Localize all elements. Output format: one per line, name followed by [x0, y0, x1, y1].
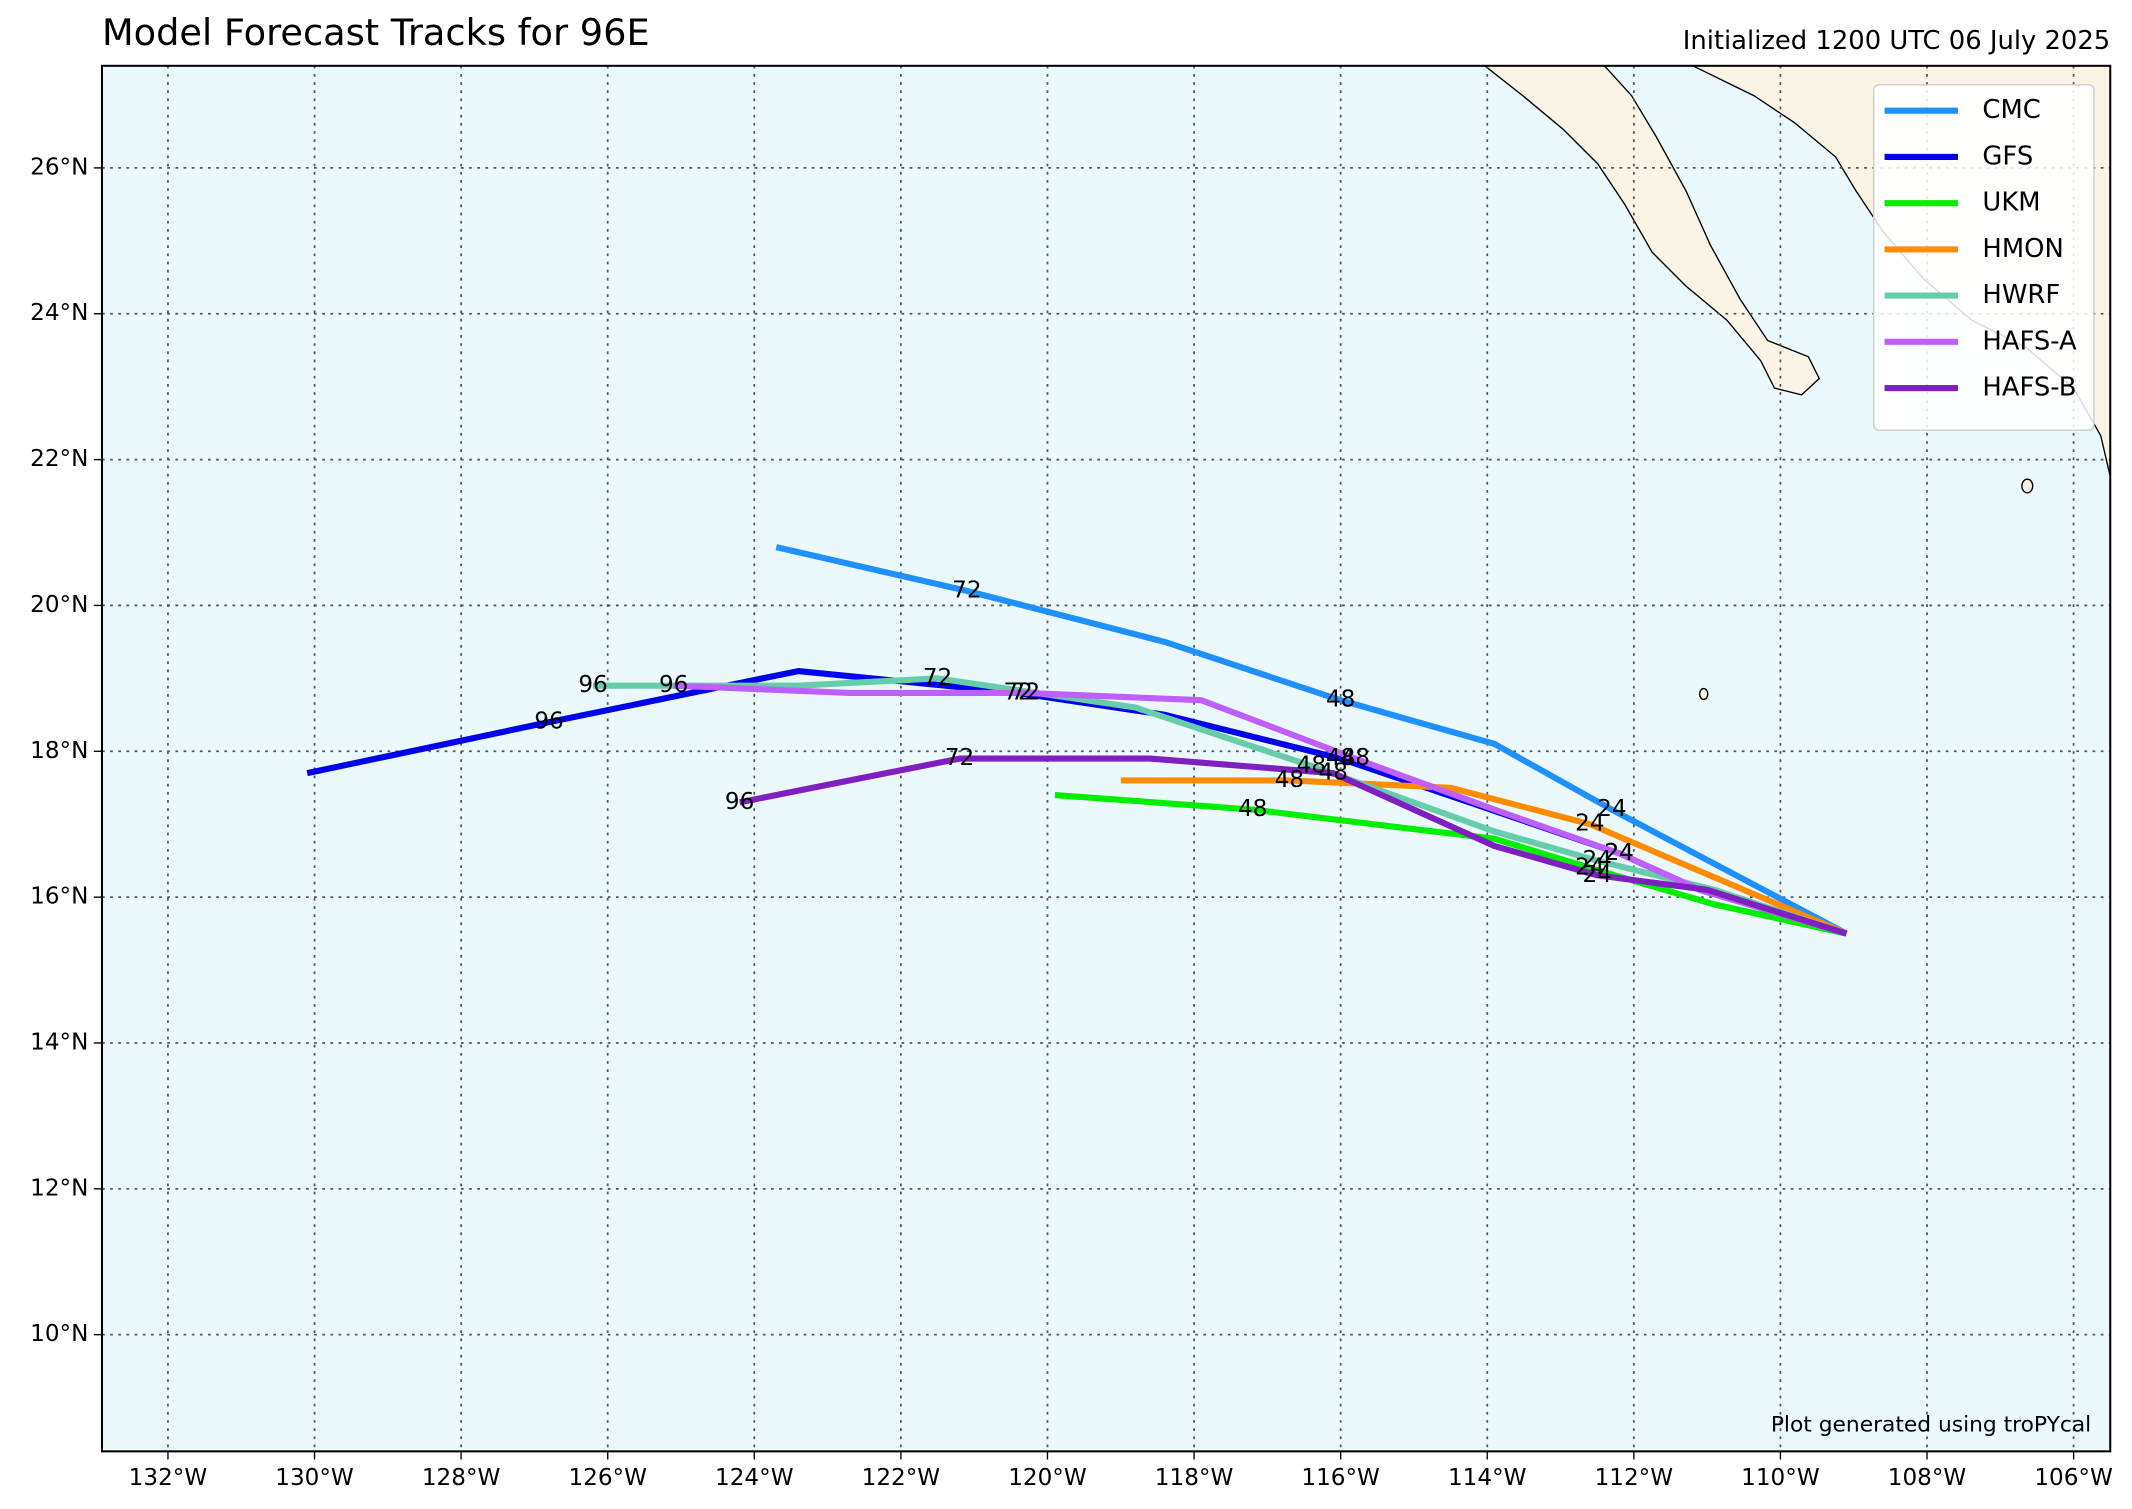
- island: [2021, 478, 2034, 494]
- y-tick-label: 22°N: [30, 446, 88, 472]
- forecast-hour-label: 96: [534, 709, 563, 735]
- y-tick-label: 26°N: [30, 154, 88, 180]
- track-line: [775, 544, 1848, 937]
- legend-label: HWRF: [1982, 280, 2060, 310]
- forecast-hour-label: 24: [1575, 811, 1604, 837]
- y-tick-label: 14°N: [30, 1029, 88, 1055]
- forecast-hour-label: 48: [1326, 745, 1355, 771]
- x-tick-label: 118°W: [1155, 1465, 1234, 1491]
- track-line: [1120, 777, 1848, 937]
- x-tick-label: 108°W: [1888, 1465, 1967, 1491]
- forecast-hour-label: 24: [1604, 840, 1633, 866]
- chart-title: Model Forecast Tracks for 96E: [102, 11, 650, 54]
- island: [1698, 687, 1709, 701]
- forecast-hour-label: 72: [923, 665, 952, 691]
- forecast-hour-label: 96: [578, 672, 607, 698]
- grid: [93, 65, 2111, 1460]
- legend-label: HMON: [1982, 234, 2063, 264]
- forecast-hour-label: 24: [1582, 847, 1611, 873]
- forecast-hour-label: 48: [1297, 752, 1326, 778]
- plot-frame: [100, 64, 2112, 1453]
- forecast-hour-label: 96: [659, 672, 688, 698]
- x-tick-label: 126°W: [568, 1465, 647, 1491]
- forecast-hour-label: 48: [1275, 767, 1304, 793]
- legend-label: GFS: [1982, 141, 2033, 171]
- x-tick-label: 110°W: [1741, 1465, 1820, 1491]
- y-tick-label: 16°N: [30, 884, 88, 910]
- y-tick-label: 24°N: [30, 300, 88, 326]
- x-tick-label: 132°W: [129, 1465, 208, 1491]
- forecast-hour-label: 72: [1003, 679, 1032, 705]
- baja-california: [1482, 65, 1821, 396]
- legend-label: CMC: [1982, 95, 2040, 125]
- forecast-hour-label: 24: [1597, 796, 1626, 822]
- forecast-hour-label: 48: [1341, 745, 1370, 771]
- forecast-hour-label: 48: [1326, 687, 1355, 713]
- x-tick-label: 124°W: [715, 1465, 794, 1491]
- legend-label: HAFS-A: [1982, 326, 2077, 356]
- x-tick-label: 114°W: [1448, 1465, 1527, 1491]
- x-tick-label: 130°W: [275, 1465, 354, 1491]
- chart-subtitle: Initialized 1200 UTC 06 July 2025: [1683, 26, 2111, 56]
- x-tick-label: 120°W: [1008, 1465, 1087, 1491]
- y-tick-label: 10°N: [30, 1321, 88, 1347]
- forecast-hour-label: 24: [1582, 862, 1611, 888]
- x-tick-label: 122°W: [862, 1465, 941, 1491]
- x-tick-label: 106°W: [2034, 1465, 2113, 1491]
- forecast-hour-label: 24: [1575, 854, 1604, 880]
- forecast-hour-label: 72: [1011, 679, 1040, 705]
- forecast-hour-label: 96: [725, 789, 754, 815]
- credit: Plot generated using troPYcal: [1771, 1413, 2091, 1438]
- forecast-hour-label: 24: [1604, 840, 1633, 866]
- forecast-hour-label: 72: [945, 745, 974, 771]
- y-tick-label: 18°N: [30, 738, 88, 764]
- y-tick-label: 20°N: [30, 592, 88, 618]
- legend: CMC GFS UKM HMON HWRF HAFS-A HAFS-B: [1872, 84, 2095, 431]
- y-tick-label: 12°N: [30, 1175, 88, 1201]
- track-line: [1054, 791, 1848, 937]
- track-line: [673, 682, 1848, 937]
- track-line: [739, 755, 1848, 937]
- forecast-hour-label: 72: [952, 577, 981, 603]
- legend-label: UKM: [1982, 188, 2040, 218]
- x-tick-label: 112°W: [1595, 1465, 1674, 1491]
- x-tick-label: 116°W: [1301, 1465, 1380, 1491]
- legend-label: HAFS-B: [1982, 373, 2076, 403]
- forecast-hour-label: 48: [1238, 796, 1267, 822]
- forecast-hour-label: 48: [1319, 760, 1348, 786]
- x-tick-label: 128°W: [422, 1465, 501, 1491]
- tracks: 2448722448729624482448244872962448729624…: [306, 544, 1848, 937]
